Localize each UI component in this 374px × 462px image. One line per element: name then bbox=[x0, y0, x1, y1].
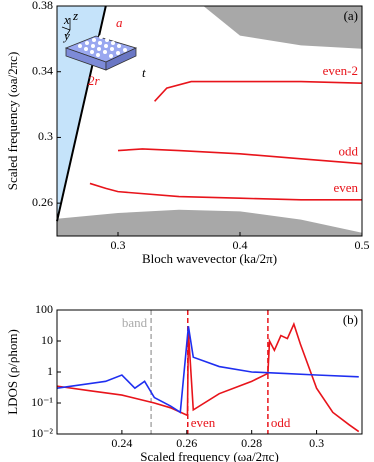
y-axis-label: LDOS (ρ/ρhom) bbox=[5, 329, 20, 415]
marker-label: band bbox=[122, 315, 148, 330]
x-tick-label: 0.24 bbox=[111, 436, 132, 450]
y-tick-label: 0.34 bbox=[32, 63, 53, 77]
x-axis-label: Scaled frequency (ωa/2πc) bbox=[140, 449, 279, 462]
curve bbox=[89, 182, 362, 201]
inset-label: y bbox=[62, 28, 70, 43]
y-tick-label: 10⁻¹ bbox=[31, 395, 53, 409]
inset-label: a bbox=[116, 15, 123, 30]
curve bbox=[56, 326, 359, 414]
band-region bbox=[57, 209, 362, 236]
inset-label: z bbox=[72, 8, 78, 23]
panel-label: (b) bbox=[343, 312, 358, 327]
panel-label: (a) bbox=[344, 8, 358, 23]
y-tick-label: 10 bbox=[41, 333, 53, 347]
band-region bbox=[203, 6, 362, 49]
inset-label: 2r bbox=[88, 73, 101, 88]
inset-schematic: x y z a 2r t bbox=[61, 8, 146, 88]
x-tick-label: 0.4 bbox=[233, 238, 248, 252]
inset-label: t bbox=[142, 65, 146, 80]
plot-frame bbox=[56, 5, 363, 237]
curve-label: odd bbox=[339, 144, 359, 159]
panel: band even odd 0.24 0.26 0.28 0.3 10⁻² 10⁻¹ 1 10 100… bbox=[5, 302, 363, 462]
y-tick-label: 10⁻² bbox=[31, 426, 53, 440]
y-tick-label: 100 bbox=[35, 302, 53, 316]
x-tick-label: 0.3 bbox=[111, 238, 126, 252]
x-tick-label: 0.3 bbox=[309, 436, 324, 450]
x-tick-label: 0.28 bbox=[241, 436, 262, 450]
inset-label: x bbox=[63, 12, 70, 27]
curve-label: even bbox=[333, 180, 358, 195]
y-axis-label: Scaled frequency (ωa/2πc) bbox=[5, 52, 20, 191]
marker-label: even bbox=[191, 415, 216, 430]
panel: even odd even-2 0.3 0.4 0.5 0.26 0.3 0.34 0.38 Blo… bbox=[5, 0, 370, 266]
y-tick-label: 0.3 bbox=[38, 129, 53, 143]
curve bbox=[154, 80, 363, 102]
x-axis-label: Bloch wavevector (ka/2π) bbox=[142, 251, 277, 266]
curve bbox=[117, 148, 363, 165]
y-tick-label: 0.26 bbox=[32, 195, 53, 209]
curve-label: even-2 bbox=[323, 63, 358, 78]
x-tick-label: 0.26 bbox=[176, 436, 197, 450]
y-tick-label: 1 bbox=[47, 364, 53, 378]
y-tick-label: 0.38 bbox=[32, 0, 53, 12]
slab-side bbox=[105, 47, 137, 71]
holes bbox=[78, 35, 127, 58]
marker-label: odd bbox=[271, 415, 291, 430]
x-tick-label: 0.5 bbox=[355, 238, 370, 252]
